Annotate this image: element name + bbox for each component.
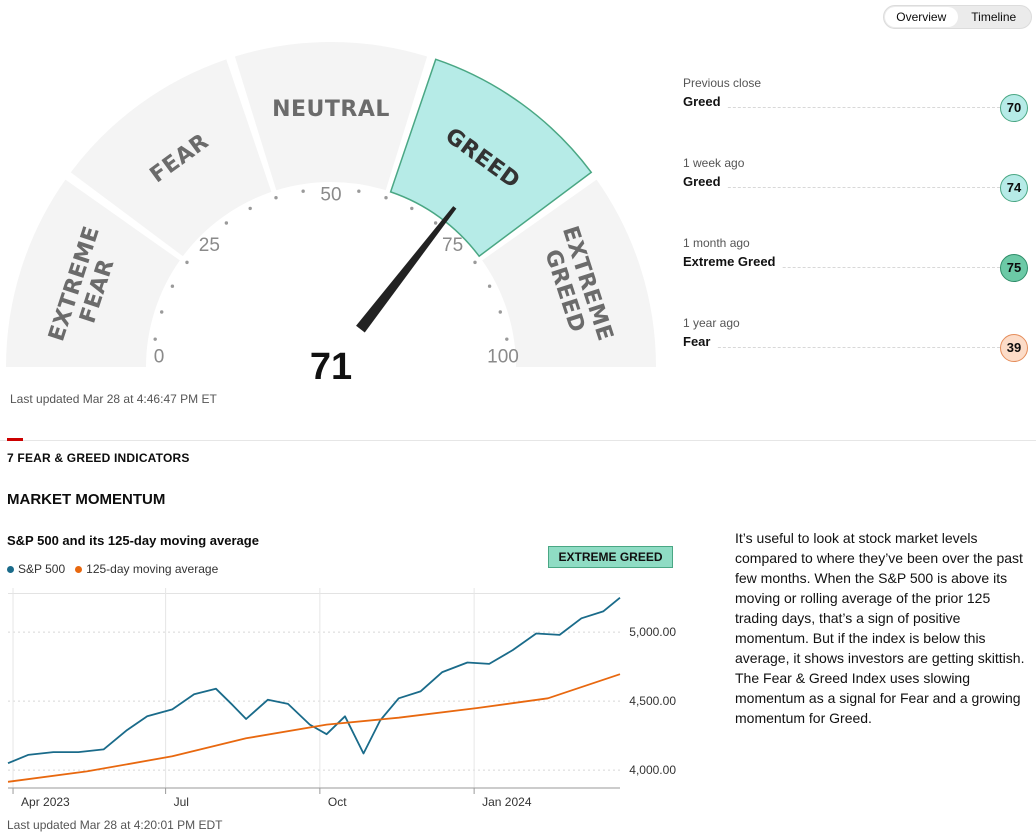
gauge-tick-dot — [498, 310, 502, 314]
chart-legend: S&P 500 125-day moving average — [7, 562, 218, 576]
legend-swatch — [7, 565, 14, 573]
gauge-tick-label: 100 — [487, 347, 519, 368]
sp500-line — [7, 597, 621, 765]
y-tick-label: 4,000.00 — [629, 763, 676, 777]
section-divider — [0, 440, 1036, 441]
gauge-tick-dot — [153, 337, 157, 341]
gauge-tick-dot — [160, 310, 164, 314]
gauge-segment — [389, 58, 593, 258]
gauge-tick-dot — [170, 284, 175, 288]
indicator-description: It’s useful to look at stock market leve… — [735, 530, 1025, 726]
y-tick-label: 5,000.00 — [629, 625, 676, 639]
section-accent-mark — [7, 438, 23, 441]
gauge-last-updated: Last updated Mar 28 at 4:46:47 PM ET — [10, 392, 217, 406]
history-when: 1 month ago — [683, 236, 750, 250]
x-tick-label: Oct — [328, 795, 347, 809]
gauge-tick-dot — [185, 260, 189, 265]
history-score-badge: 70 — [1000, 94, 1028, 122]
dashed-leader — [683, 107, 1000, 108]
gauge-segment — [234, 41, 428, 191]
momentum-chart: 4,000.00 4,500.00 5,000.00 Apr 2023 Jul Oct Ja… — [7, 588, 676, 809]
history-score-badge: 39 — [1000, 334, 1028, 362]
gauge-tick-dot — [301, 189, 305, 193]
dashed-leader — [683, 347, 1000, 348]
y-tick-label: 4,500.00 — [629, 694, 676, 708]
gauge-segment — [6, 179, 180, 367]
history-when: Previous close — [683, 76, 762, 90]
fear-greed-gauge: EXTREMEFEARFEARNEUTRALGREEDEXTREMEGREED0… — [6, 41, 656, 390]
gauge-tick-label: 0 — [154, 347, 165, 368]
x-tick-label: Jul — [174, 795, 189, 809]
indicator-title: MARKET MOMENTUM — [7, 491, 166, 508]
gauge-tick-dot — [410, 206, 414, 211]
history-list: Previous close Greed 70 1 week ago Greed… — [683, 76, 1028, 396]
legend-item-moving-average: 125-day moving average — [75, 562, 218, 576]
gauge-score: 71 — [310, 346, 352, 388]
gauge-tick-label: 50 — [320, 185, 341, 206]
indicator-rating-badge: EXTREME GREED — [548, 546, 673, 568]
overview-tab[interactable]: Overview — [885, 7, 958, 27]
history-when: 1 year ago — [683, 316, 740, 330]
gauge-segment-label: NEUTRAL — [272, 97, 390, 122]
gauge-tick-dot — [473, 260, 477, 265]
chart-title: S&P 500 and its 125-day moving average — [7, 533, 259, 548]
timeline-tab[interactable]: Timeline — [971, 10, 1017, 24]
gauge-needle — [356, 206, 457, 333]
gauge-segment — [70, 59, 272, 257]
indicators-section-title: 7 FEAR & GREED INDICATORS — [7, 451, 190, 465]
moving-average-line — [7, 673, 621, 783]
x-tick-label: Apr 2023 — [21, 795, 70, 809]
history-label: Fear — [683, 334, 717, 349]
history-item: 1 week ago Greed 74 — [683, 156, 1028, 236]
x-tick-label: Jan 2024 — [482, 795, 532, 809]
gauge-tick-label: 25 — [199, 235, 220, 256]
dashed-leader — [683, 267, 1000, 268]
gauge-segment-label: EXTREMEFEAR — [44, 223, 127, 352]
legend-item-sp500: S&P 500 — [7, 562, 65, 576]
gauge-tick-dot — [505, 337, 509, 341]
dashed-leader — [683, 187, 1000, 188]
gauge-segment — [482, 179, 656, 367]
gauge-tick-dot — [433, 221, 438, 225]
gauge-tick-label: 75 — [442, 235, 463, 256]
legend-label: 125-day moving average — [86, 562, 219, 576]
gauge-tick-dot — [224, 221, 229, 225]
history-score-badge: 74 — [1000, 174, 1028, 202]
history-item: Previous close Greed 70 — [683, 76, 1028, 156]
gauge-segment-label-line: NEUTRAL — [272, 97, 390, 122]
chart-last-updated: Last updated Mar 28 at 4:20:01 PM EDT — [7, 818, 223, 832]
gauge-tick-dot — [384, 196, 388, 200]
history-item: 1 month ago Extreme Greed 75 — [683, 236, 1028, 316]
legend-swatch — [75, 565, 83, 573]
gauge-tick-dot — [274, 196, 278, 200]
gauge-tick-dot — [248, 206, 252, 211]
history-label: Extreme Greed — [683, 254, 782, 269]
history-score-badge: 75 — [1000, 254, 1028, 282]
gauge-tick-dot — [357, 189, 361, 193]
view-toggle: Overview Timeline — [883, 5, 1032, 29]
history-item: 1 year ago Fear 39 — [683, 316, 1028, 396]
gauge-tick-dot — [487, 284, 492, 288]
history-label: Greed — [683, 94, 727, 109]
legend-label: S&P 500 — [18, 562, 66, 576]
history-label: Greed — [683, 174, 727, 189]
gauge-segment-label: EXTREMEGREED — [535, 223, 618, 352]
history-when: 1 week ago — [683, 156, 745, 170]
